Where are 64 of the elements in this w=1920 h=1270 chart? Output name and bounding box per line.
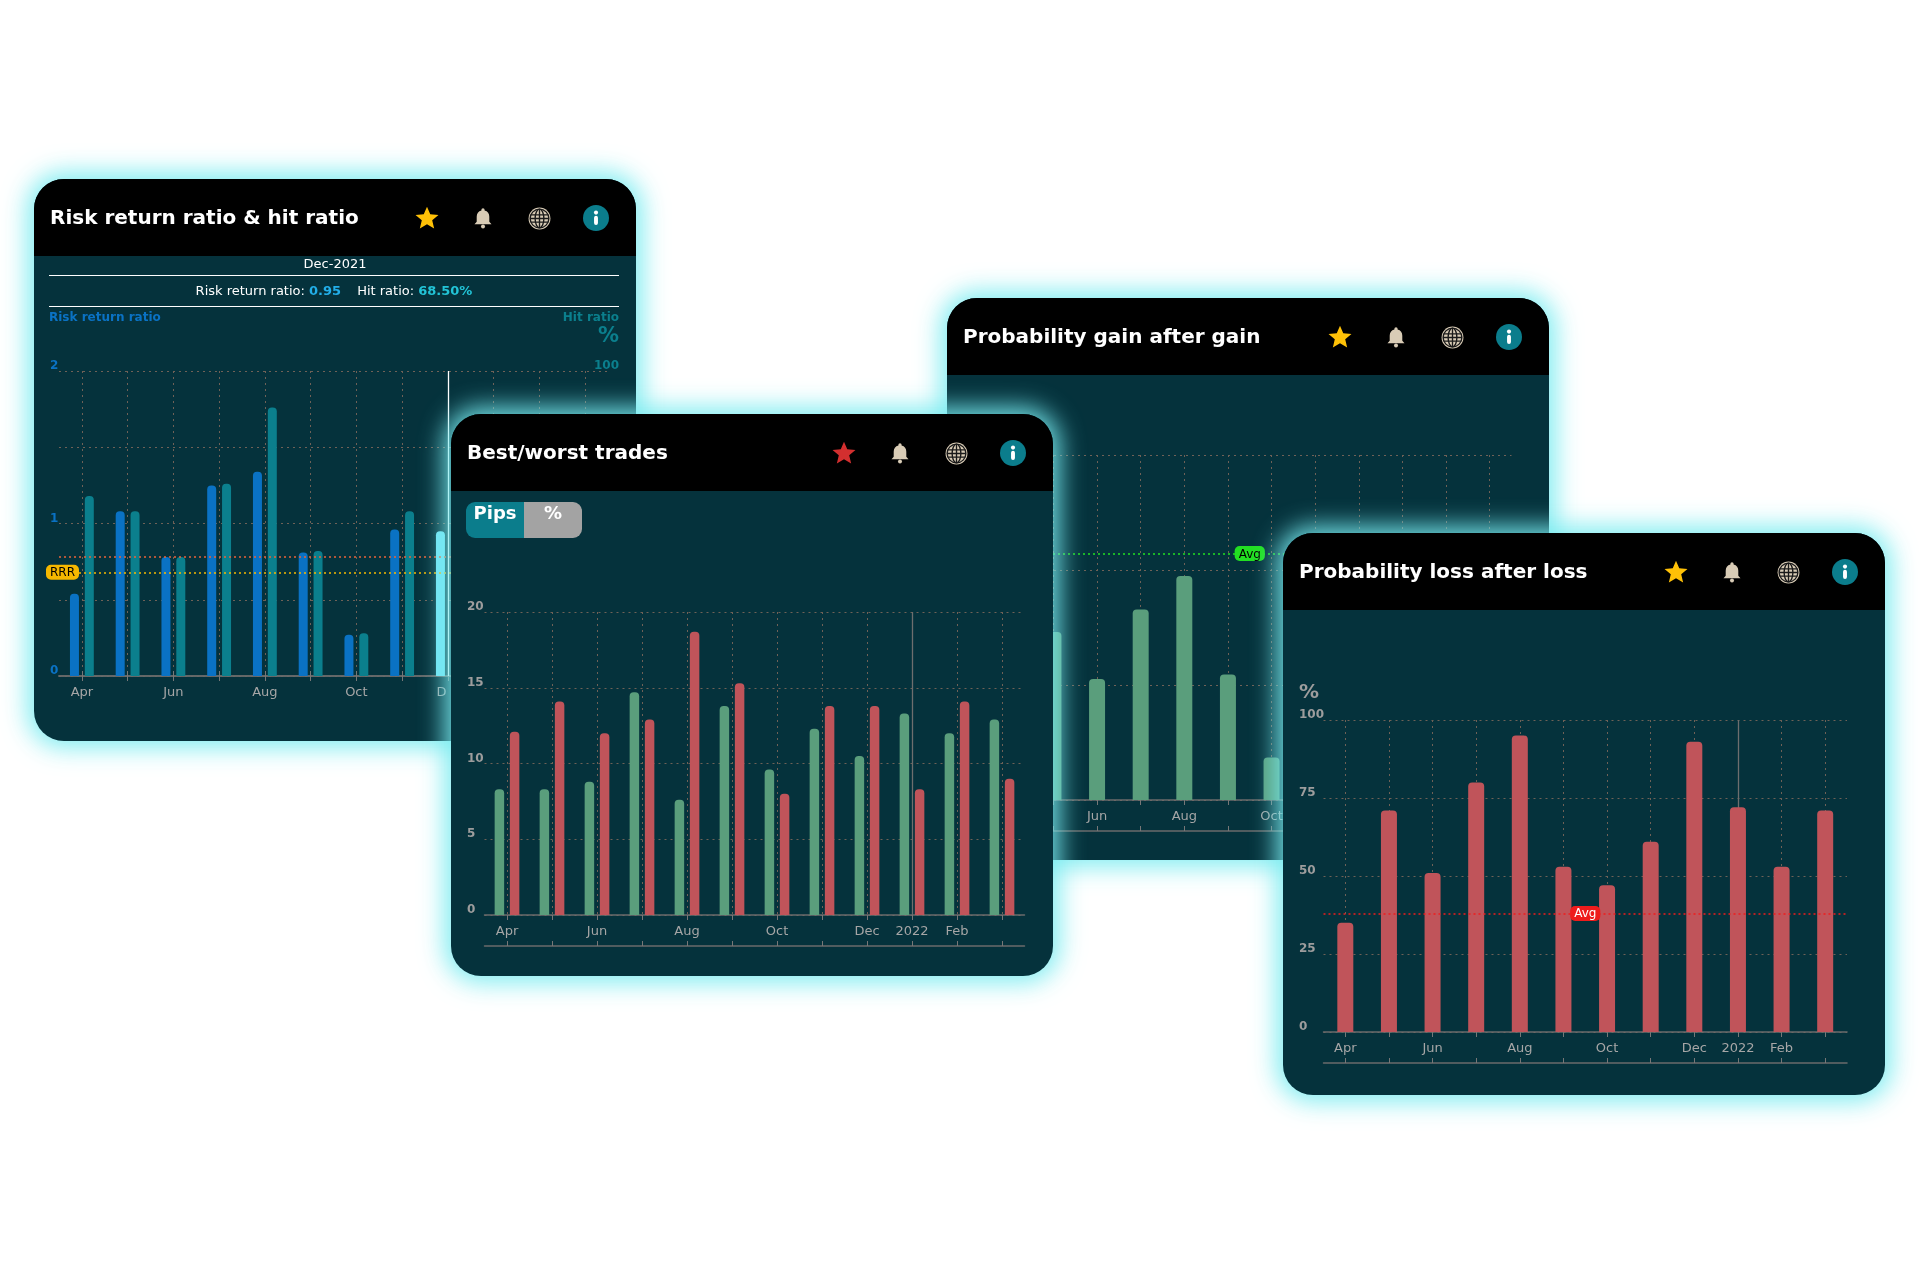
bar	[130, 511, 140, 676]
bar	[222, 483, 232, 676]
x-tick-label: Aug	[252, 684, 278, 699]
y-axis-title: %	[1299, 679, 1320, 703]
x-tick-label: Oct	[1260, 808, 1283, 823]
bar	[1176, 575, 1193, 800]
chart-title: Risk return ratio & hit ratio	[50, 205, 359, 229]
bar	[267, 407, 277, 676]
x-tick-label: Jun	[162, 684, 184, 699]
chart-title: Probability gain after gain	[963, 324, 1261, 348]
x-tick-label: Oct	[345, 684, 368, 699]
x-tick-label: Aug	[1507, 1040, 1533, 1055]
x-tick-label: Oct	[1595, 1040, 1619, 1055]
y-tick-label: 20	[467, 599, 484, 613]
y-tick-label: 15	[467, 674, 484, 689]
bar	[313, 550, 323, 676]
y-tick-label: 10	[467, 750, 484, 765]
x-tick-label: Aug	[1171, 808, 1198, 823]
x-tick-label: Aug	[674, 923, 700, 938]
x-tick-label: 2022	[895, 923, 929, 938]
x-tick-label: Dec	[1681, 1040, 1707, 1055]
bar	[359, 633, 369, 676]
y-tick-label: 0	[1299, 1019, 1308, 1033]
y-tick-label: 1	[50, 510, 59, 525]
y-tick-label: 0	[467, 902, 476, 916]
chart-title: Probability loss after loss	[1299, 559, 1588, 583]
x-tick-label: 2022	[1721, 1040, 1755, 1055]
x-tick-label: Dec	[854, 923, 880, 938]
ref-line-label: Avg	[1574, 906, 1597, 921]
x-tick-label: Apr	[495, 923, 519, 938]
ref-line-label: RRR	[49, 565, 75, 580]
annotation: %	[524, 502, 582, 538]
bar	[1263, 757, 1280, 800]
y2-axis-title: Hit ratio	[562, 310, 619, 324]
text: Dec-2021	[302, 256, 368, 272]
y-tick-label: 100	[1299, 707, 1325, 721]
ref-line-label: Avg	[1238, 546, 1261, 561]
x-tick-label: Apr	[70, 684, 94, 699]
annotation: Pips	[466, 502, 524, 538]
x-tick-label: Feb	[945, 923, 969, 938]
x-tick-label: Jun	[585, 923, 608, 938]
y-tick-label: 2	[50, 358, 59, 372]
bar	[405, 511, 415, 676]
x-tick-label: Oct	[765, 923, 789, 938]
y-tick-label: 5	[467, 826, 476, 841]
bar	[1089, 679, 1106, 800]
x-tick-label: Jun	[1421, 1040, 1443, 1055]
tooltip-box: Risk return ratio: 0.95 Hit ratio: 68.50%	[49, 275, 619, 307]
bar	[176, 557, 186, 676]
text: %	[597, 323, 619, 347]
bar	[1219, 674, 1236, 800]
x-tick-label: D	[436, 684, 447, 699]
chart-title: Best/worst trades	[467, 440, 668, 464]
x-tick-label: Apr	[1334, 1040, 1358, 1055]
y-tick-label: 50	[1299, 863, 1316, 877]
y-tick-label: 0	[50, 663, 59, 677]
y2-tick-label: 100	[593, 358, 619, 372]
x-tick-label: Jun	[1085, 808, 1108, 823]
y-axis-title: Risk return ratio	[49, 310, 161, 324]
y-tick-label: 25	[1299, 941, 1316, 955]
x-tick-label: Feb	[1770, 1040, 1794, 1055]
y-tick-label: 75	[1299, 785, 1316, 799]
bar	[84, 496, 94, 676]
bar	[1132, 609, 1149, 800]
